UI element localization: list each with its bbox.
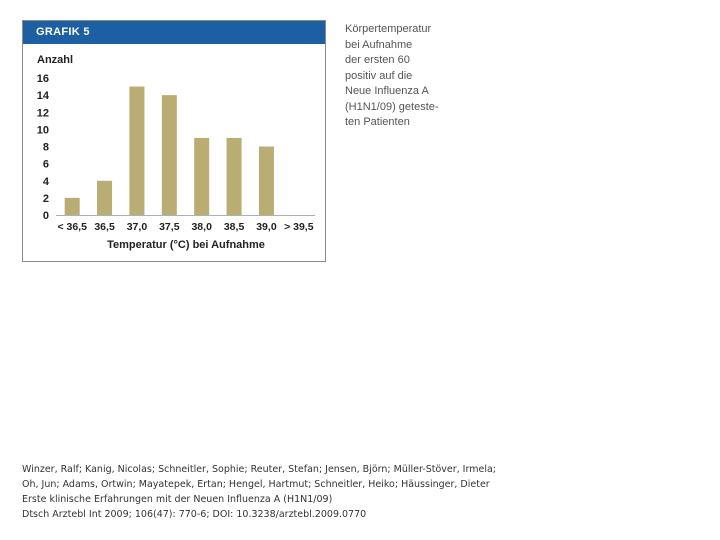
x-tick-label: 36,5 <box>94 221 115 233</box>
bar <box>129 86 145 215</box>
caption-line: positiv auf die <box>345 69 413 82</box>
y-tick-label: 6 <box>43 159 49 171</box>
y-tick-label: 4 <box>43 176 50 188</box>
y-tick-label: 14 <box>37 90 50 102</box>
caption-line: Neue Influenza A <box>345 85 429 97</box>
y-tick-label: 0 <box>43 210 49 222</box>
bar <box>194 137 210 215</box>
x-tick-label: 38,0 <box>191 221 212 233</box>
y-tick-label: 10 <box>37 124 49 136</box>
y-tick-label: 8 <box>43 142 49 154</box>
bar-chart: Anzahl 0 2 4 6 8 10 12 14 16 < 36,5 36,5 37,0 37,5 38,… <box>37 54 315 251</box>
caption-line: der ersten 60 <box>345 54 410 66</box>
citation-source: Dtsch Arztebl Int 2009; 106(47): 770-6; … <box>22 509 367 520</box>
x-tick-label: < 36,5 <box>57 221 87 233</box>
figure-header-bar: GRAFIK 5 <box>23 21 325 44</box>
y-tick-label: 12 <box>37 107 49 119</box>
bar <box>258 146 274 215</box>
caption-line: Körpertemperatur <box>345 23 432 35</box>
bar <box>97 180 113 215</box>
caption-line: bei Aufnahme <box>345 38 413 51</box>
bar <box>226 137 242 215</box>
figure-label: GRAFIK 5 <box>36 26 90 38</box>
caption-line: (H1N1/09) geteste- <box>345 100 439 113</box>
x-tick-label: 37,5 <box>159 221 180 233</box>
bar <box>64 197 80 215</box>
y-tick-label: 2 <box>43 193 49 205</box>
x-tick-label: 38,5 <box>224 221 245 233</box>
caption-line: ten Patienten <box>345 116 410 128</box>
x-tick-label: 37,0 <box>127 221 148 233</box>
citation-authors-line-1: Winzer, Ralf; Kanig, Nicolas; Schneitler… <box>22 464 496 475</box>
x-tick-label: > 39,5 <box>284 221 314 233</box>
y-axis-label: Anzahl <box>37 54 73 66</box>
y-tick-label: 16 <box>37 73 49 85</box>
citation-authors-line-2: Oh, Jun; Adams, Ortwin; Mayatepek, Ertan… <box>22 479 490 490</box>
chart-figure: GRAFIK 5 Anzahl 0 2 4 6 8 10 12 14 16 < 36,5 36,5 37… <box>22 20 326 262</box>
bar <box>161 95 177 215</box>
citation: Winzer, Ralf; Kanig, Nicolas; Schneitler… <box>22 462 496 522</box>
x-tick-label: 39,0 <box>256 221 277 233</box>
figure-caption: Körpertemperatur bei Aufnahme der ersten… <box>345 22 455 131</box>
x-axis-label: Temperatur (°C) bei Aufnahme <box>107 239 265 251</box>
citation-title: Erste klinische Erfahrungen mit der Neue… <box>22 494 333 505</box>
